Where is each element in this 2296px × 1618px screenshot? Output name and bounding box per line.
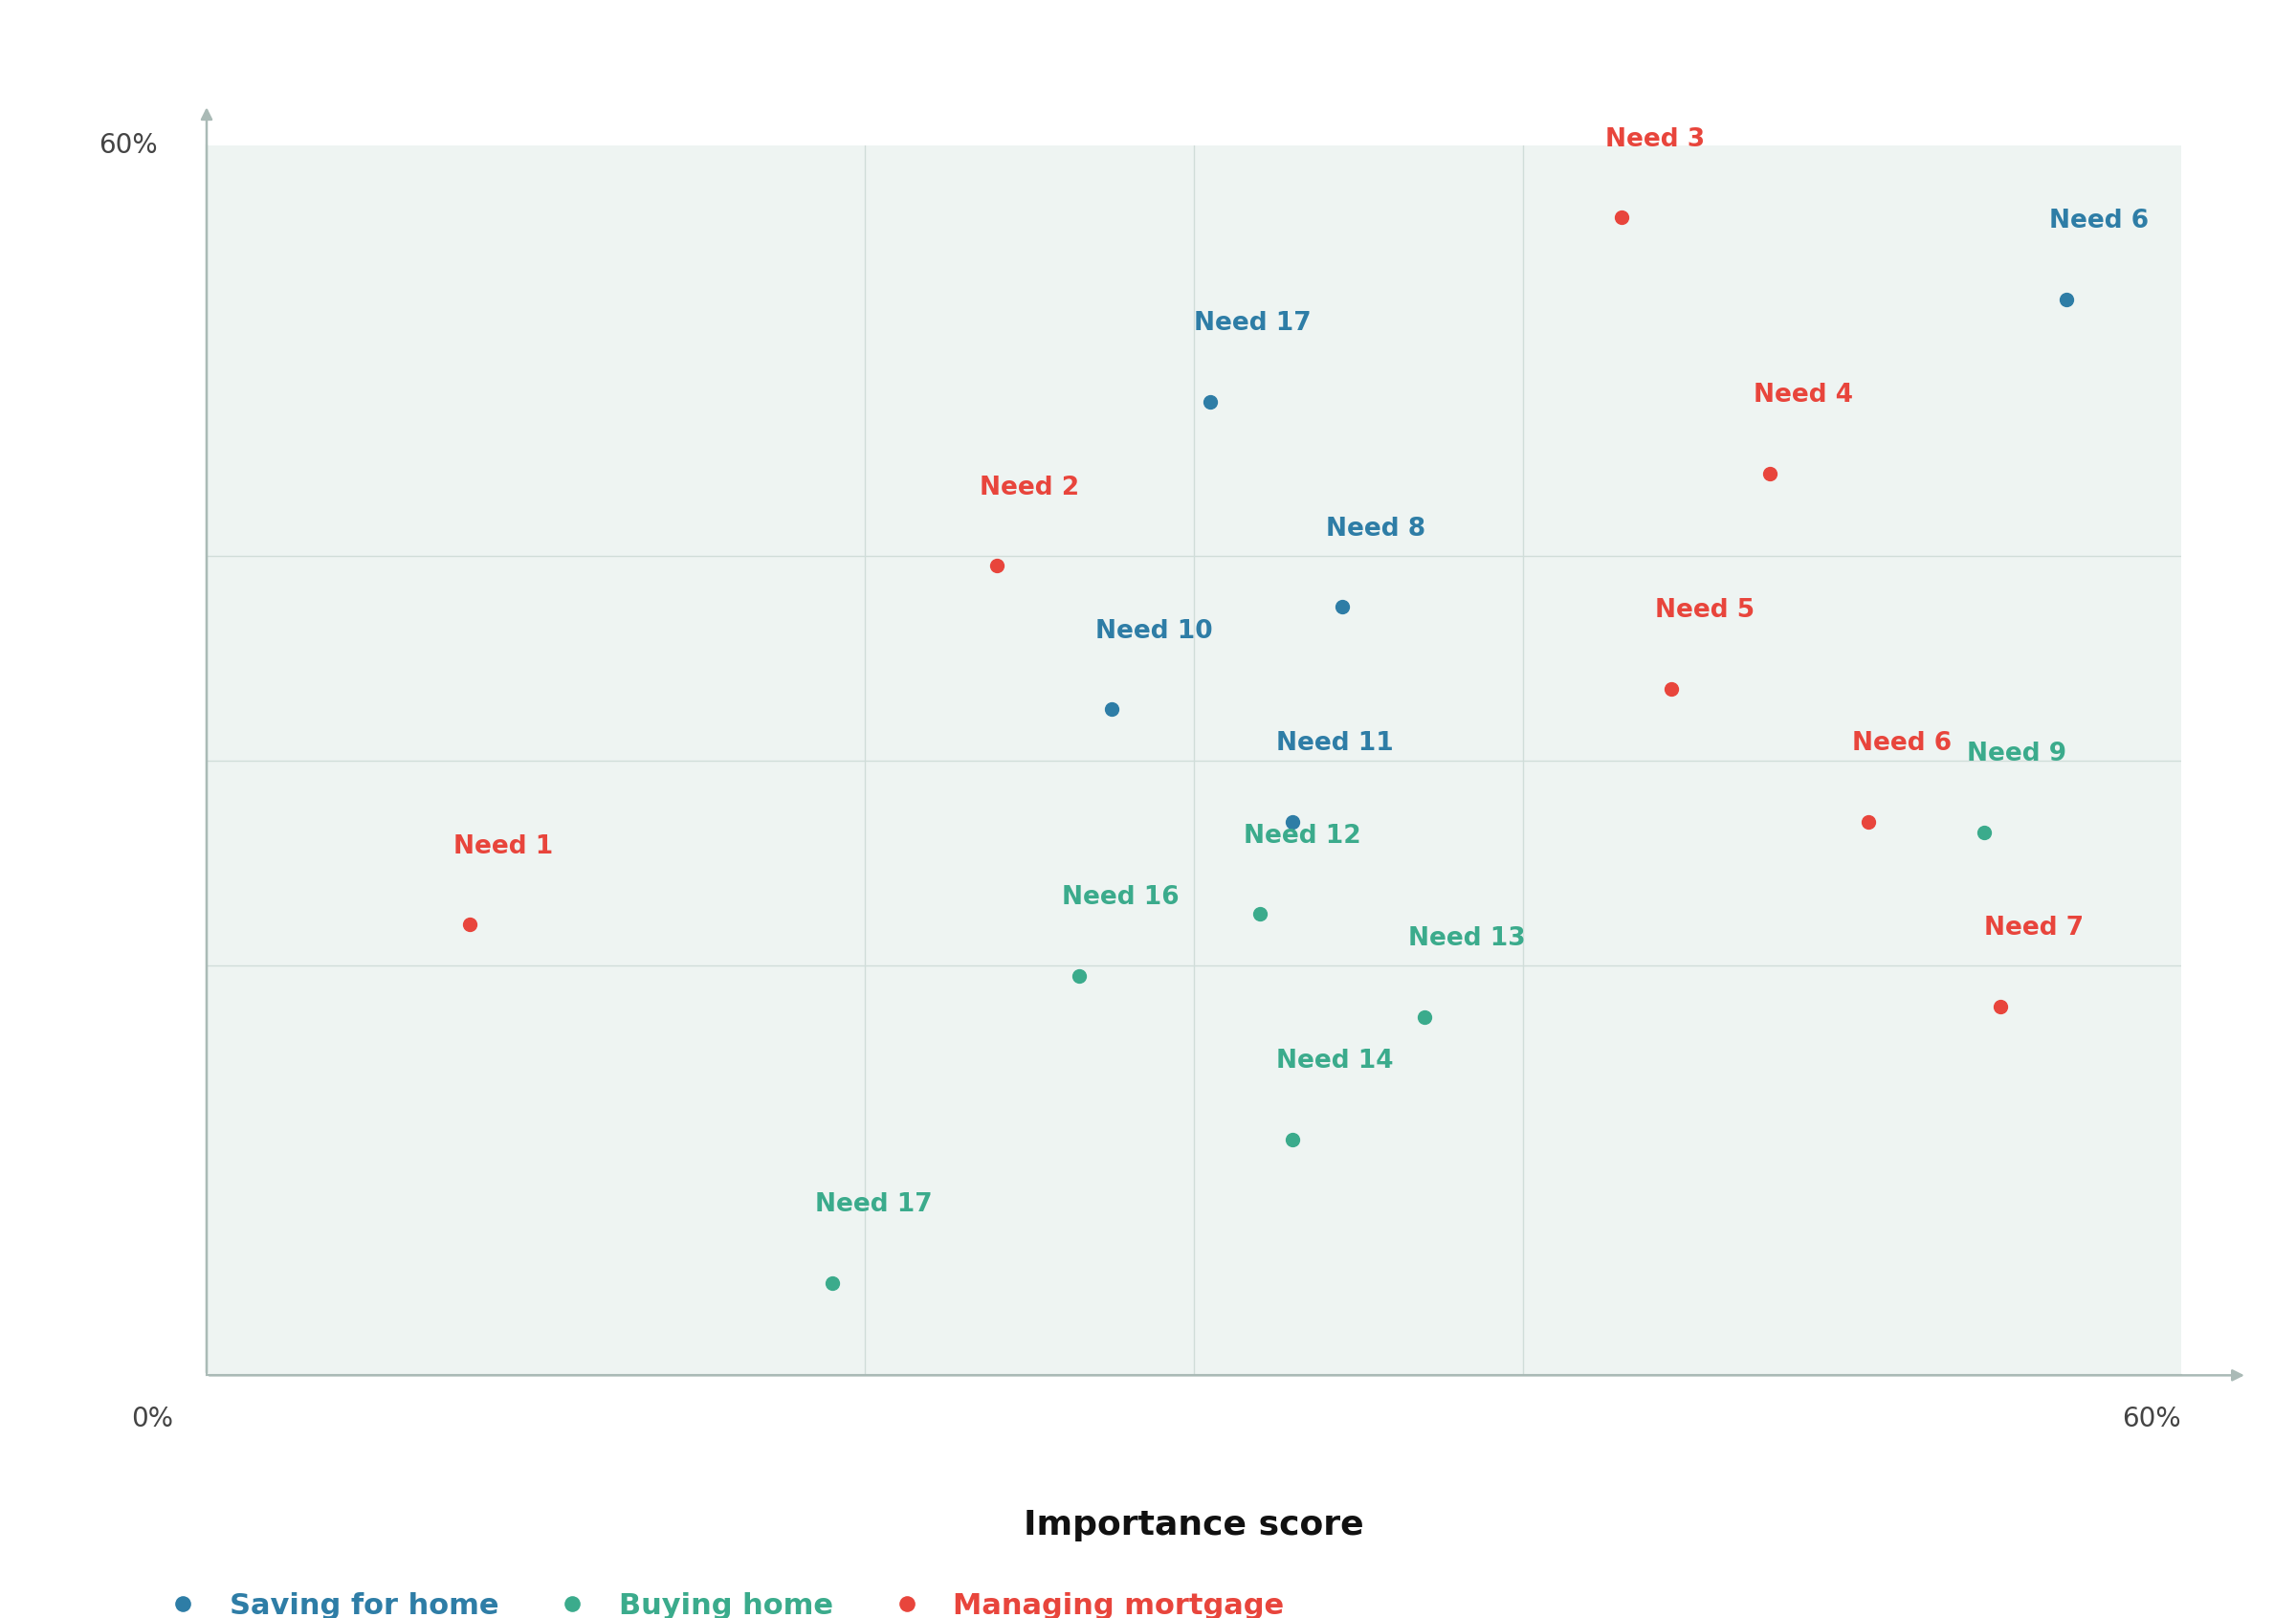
Point [1851,809,1887,835]
Text: Importance score: Importance score [1024,1508,1364,1540]
Text: Need 5: Need 5 [1655,599,1754,623]
Text: Need 7: Need 7 [1984,916,2082,940]
Text: Need 13: Need 13 [1407,925,1525,951]
Text: Need 16: Need 16 [1063,885,1180,909]
Text: Need 4: Need 4 [1754,383,1853,408]
Text: 60%: 60% [2122,1406,2181,1434]
Point [1981,993,2018,1019]
Point [1274,809,1311,835]
Text: Need 3: Need 3 [1605,126,1706,152]
Text: Need 9: Need 9 [1968,741,2066,767]
Point [1093,696,1130,722]
Point [1322,594,1359,620]
Text: Need 11: Need 11 [1277,731,1394,756]
Point [978,553,1015,579]
Point [1752,461,1789,487]
Legend: Saving for home, Buying home, Managing mortgage: Saving for home, Buying home, Managing m… [142,1581,1295,1618]
Text: Need 17: Need 17 [1194,311,1311,337]
Text: Need 12: Need 12 [1244,824,1362,848]
Point [1061,963,1097,989]
Point [1192,388,1228,414]
Text: Need 6: Need 6 [1853,731,1952,756]
Point [1274,1126,1311,1152]
Text: Need 6: Need 6 [2050,209,2149,233]
Point [1603,204,1639,230]
Text: Need 14: Need 14 [1277,1048,1394,1074]
Text: Need 17: Need 17 [815,1192,932,1217]
Point [452,911,489,937]
Text: 60%: 60% [99,133,156,159]
Point [1242,901,1279,927]
Text: Need 2: Need 2 [980,476,1079,500]
Point [1653,676,1690,702]
Text: 0%: 0% [131,1406,174,1434]
Point [2048,286,2085,312]
Text: Need 8: Need 8 [1325,516,1426,540]
Text: Need 10: Need 10 [1095,618,1212,644]
Point [1965,819,2002,845]
Point [1405,1003,1442,1029]
Point [813,1270,850,1296]
Text: Need 1: Need 1 [455,833,553,859]
